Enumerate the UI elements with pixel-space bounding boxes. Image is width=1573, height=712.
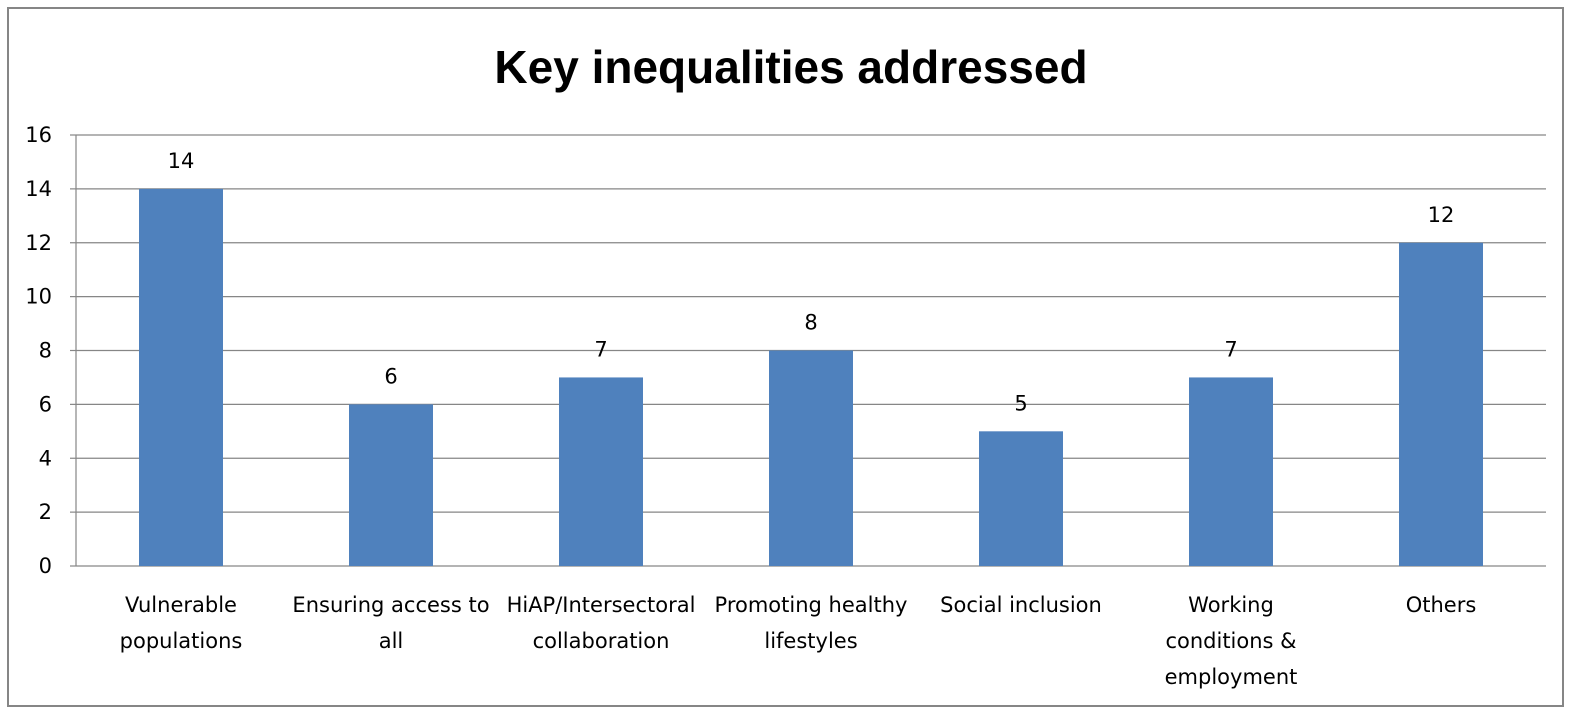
bar [979,431,1063,566]
y-tick-label: 2 [39,500,52,524]
category-label: Ensuring access to [292,593,489,617]
y-tick-label: 8 [39,339,52,363]
y-tick-label: 0 [39,554,52,578]
chart-title: Key inequalities addressed [494,41,1087,93]
category-label: Promoting healthy [715,593,908,617]
data-label: 7 [594,337,607,361]
bar [769,350,853,566]
y-tick-label: 12 [25,231,52,255]
bar [139,188,223,566]
y-tick-label: 16 [25,123,52,147]
y-tick-label: 14 [25,177,52,201]
y-tick-label: 6 [39,392,52,416]
category-label: HiAP/Intersectoral [507,593,696,617]
category-label: Others [1406,593,1477,617]
category-label: all [379,629,404,653]
y-tick-label: 10 [25,285,52,309]
category-label: conditions & [1165,629,1296,653]
data-label: 14 [168,149,195,173]
data-labels: 14 6 7 8 5 7 12 [168,149,1455,415]
bar [349,404,433,566]
category-label: Social inclusion [940,593,1102,617]
category-label: lifestyles [764,629,857,653]
y-axis-ticks: 0 2 4 6 8 10 12 14 16 [25,123,52,578]
y-tick-label: 4 [39,446,52,470]
data-label: 6 [384,364,397,388]
category-label: Working [1188,593,1274,617]
bar [1189,377,1273,566]
data-label: 12 [1428,203,1455,227]
category-label: employment [1165,665,1298,689]
data-label: 5 [1014,391,1027,415]
data-label: 8 [804,311,817,335]
bar [1399,242,1483,566]
category-label: populations [120,629,243,653]
data-label: 7 [1224,337,1237,361]
bars [139,188,1483,566]
category-label: Vulnerable [125,593,237,617]
bar [559,377,643,566]
category-label: collaboration [533,629,670,653]
x-axis-categories: Vulnerable populations Ensuring access to a… [120,593,1477,689]
